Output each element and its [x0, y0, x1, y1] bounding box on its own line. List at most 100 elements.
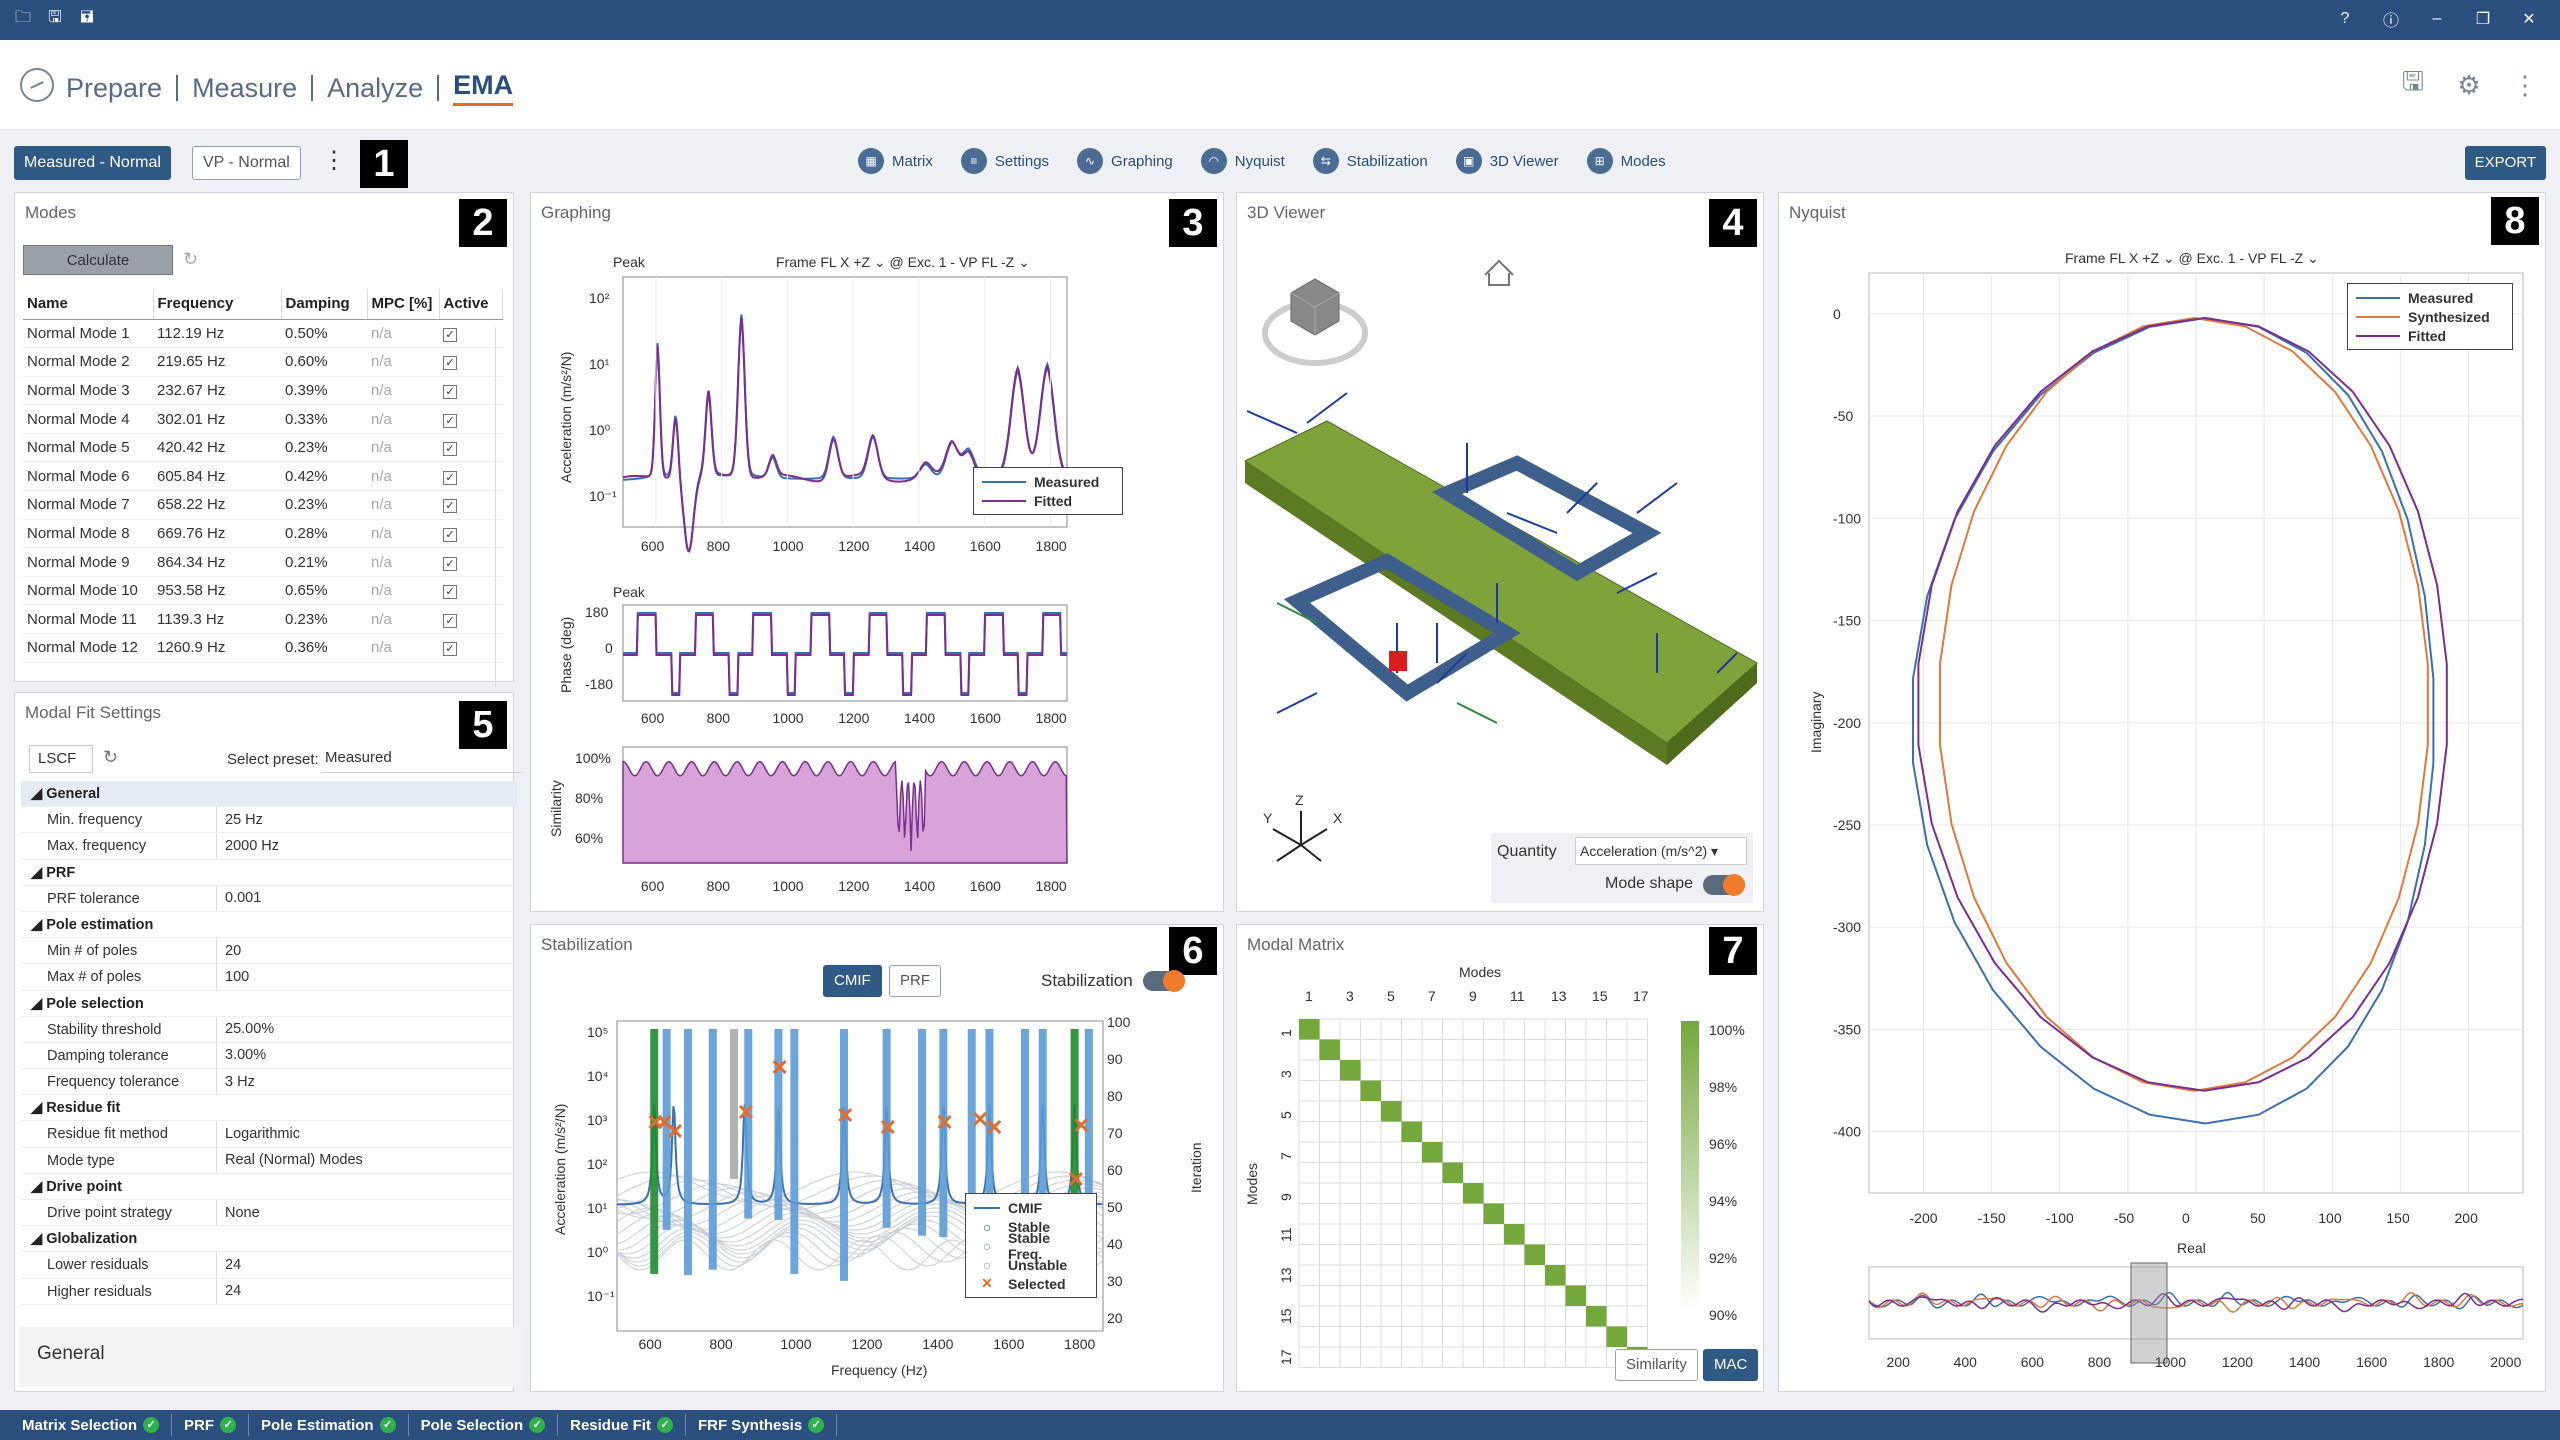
setting-value[interactable]: 24 — [217, 1283, 241, 1299]
settings-row[interactable]: Mode type Real (Normal) Modes — [21, 1148, 517, 1174]
mac-button[interactable]: MAC — [1703, 1349, 1758, 1381]
selected-pole-marker[interactable]: ✕ — [737, 1100, 755, 1125]
mac-cell[interactable] — [1586, 1306, 1607, 1327]
active-checkbox[interactable]: ✓ — [443, 585, 457, 599]
selected-pole-marker[interactable]: ✕ — [770, 1055, 788, 1080]
active-checkbox[interactable]: ✓ — [443, 557, 457, 571]
setting-value[interactable]: 25.00% — [217, 1021, 274, 1037]
save-as-icon[interactable]: 🖬 — [76, 8, 98, 30]
quantity-select[interactable]: Acceleration (m/s^2) ▾ — [1575, 837, 1747, 865]
settings-group[interactable]: ◢ Drive point — [21, 1174, 517, 1200]
3d-viewport[interactable]: Z Y X — [1237, 193, 1765, 913]
selected-pole-marker[interactable]: ✕ — [666, 1119, 684, 1144]
settings-group[interactable]: ◢ PRF — [21, 860, 517, 886]
table-row[interactable]: Normal Mode 2 219.65 Hz 0.60% n/a ✓ — [23, 348, 503, 377]
toolbar-3d-viewer[interactable]: ▣ 3D Viewer — [1456, 148, 1559, 174]
table-row[interactable]: Normal Mode 8 669.76 Hz 0.28% n/a ✓ — [23, 519, 503, 548]
settings-group[interactable]: ◢ Residue fit — [21, 1095, 517, 1121]
active-checkbox[interactable]: ✓ — [443, 614, 457, 628]
mac-cell[interactable] — [1607, 1327, 1628, 1348]
toolbar-settings[interactable]: ≡ Settings — [961, 148, 1049, 174]
setting-value[interactable]: None — [217, 1205, 260, 1221]
setting-value[interactable]: 0.001 — [217, 890, 261, 906]
home-icon[interactable] — [1485, 261, 1513, 285]
minimize-icon[interactable]: – — [2426, 8, 2448, 30]
table-row[interactable]: Normal Mode 11 1139.3 Hz 0.23% n/a ✓ — [23, 605, 503, 634]
fit-method-select[interactable]: LSCF ⌄ — [29, 745, 93, 773]
graphing-chart[interactable]: Peak Frame FL X +Z ⌄ @ Exc. 1 - VP FL -Z… — [531, 193, 1225, 913]
settings-row[interactable]: Frequency tolerance 3 Hz — [21, 1069, 517, 1095]
active-checkbox[interactable]: ✓ — [443, 442, 457, 456]
col-name[interactable]: Name — [23, 289, 153, 319]
setting-value[interactable]: 3.00% — [217, 1047, 266, 1063]
active-checkbox[interactable]: ✓ — [443, 471, 457, 485]
col-damping[interactable]: Damping — [281, 289, 367, 319]
mac-cell[interactable] — [1361, 1081, 1382, 1102]
active-checkbox[interactable]: ✓ — [443, 385, 457, 399]
settings-group[interactable]: ◢ Pole estimation — [21, 912, 517, 938]
table-row[interactable]: Normal Mode 6 605.84 Hz 0.42% n/a ✓ — [23, 462, 503, 491]
restore-icon[interactable]: ❐ — [2472, 8, 2494, 30]
mode-shape-toggle[interactable] — [1703, 875, 1745, 895]
mac-cell[interactable] — [1545, 1265, 1566, 1286]
nyquist-selector[interactable]: Frame FL X +Z ⌄ @ Exc. 1 - VP FL -Z ⌄ — [2065, 250, 2319, 266]
settings-row[interactable]: Lower residuals 24 — [21, 1252, 517, 1278]
status-step[interactable]: Matrix Selection ✓ — [10, 1414, 172, 1436]
mac-cell[interactable] — [1402, 1122, 1423, 1143]
mac-cell[interactable] — [1566, 1286, 1587, 1307]
vp-normal-button[interactable]: VP - Normal — [192, 146, 301, 180]
close-icon[interactable]: ✕ — [2518, 8, 2540, 30]
table-row[interactable]: Normal Mode 10 953.58 Hz 0.65% n/a ✓ — [23, 576, 503, 605]
stabilization-chart[interactable]: ✕✕✕✕✕✕ ✕ ✕ ✕✕✕✕ Frequency (Hz) Acceleration… — [531, 925, 1225, 1393]
settings-row[interactable]: Drive point strategy None — [21, 1200, 517, 1226]
mac-cell[interactable] — [1320, 1040, 1341, 1061]
toolbar-stabilization[interactable]: ⇆ Stabilization — [1313, 148, 1428, 174]
setting-value[interactable]: 2000 Hz — [217, 838, 279, 854]
table-row[interactable]: Normal Mode 12 1260.9 Hz 0.36% n/a ✓ — [23, 634, 503, 663]
settings-row[interactable]: Residue fit method Logarithmic — [21, 1121, 517, 1147]
setting-value[interactable]: Logarithmic — [217, 1126, 300, 1142]
active-checkbox[interactable]: ✓ — [443, 528, 457, 542]
selected-pole-marker[interactable]: ✕ — [879, 1115, 897, 1140]
mac-cell[interactable] — [1381, 1101, 1402, 1122]
toolbar-nyquist[interactable]: ◠ Nyquist — [1201, 148, 1285, 174]
col-active[interactable]: Active — [439, 289, 503, 319]
active-checkbox[interactable]: ✓ — [443, 356, 457, 370]
setting-value[interactable]: Real (Normal) Modes — [217, 1152, 363, 1168]
col-mpc[interactable]: MPC [%] — [367, 289, 439, 319]
mac-cell[interactable] — [1443, 1163, 1464, 1184]
table-row[interactable]: Normal Mode 5 420.42 Hz 0.23% n/a ✓ — [23, 433, 503, 462]
mac-cell[interactable] — [1484, 1204, 1505, 1225]
gear-icon[interactable]: ⚙ — [2454, 70, 2484, 100]
settings-row[interactable]: PRF tolerance 0.001 — [21, 886, 517, 912]
settings-row[interactable]: Damping tolerance 3.00% — [21, 1043, 517, 1069]
mac-cell[interactable] — [1299, 1019, 1320, 1040]
setting-value[interactable]: 100 — [217, 969, 249, 985]
nyquist-chart[interactable]: Frame FL X +Z ⌄ @ Exc. 1 - VP FL -Z ⌄ Re… — [1779, 193, 2547, 1393]
nav-tab-analyze[interactable]: Analyze — [327, 73, 423, 104]
modes-scrollbar[interactable] — [495, 327, 509, 687]
status-step[interactable]: PRF ✓ — [172, 1414, 249, 1436]
info-icon[interactable]: ⓘ — [2380, 8, 2402, 30]
mac-cell[interactable] — [1340, 1060, 1361, 1081]
toolbar-matrix[interactable]: ▦ Matrix — [858, 148, 933, 174]
active-checkbox[interactable]: ✓ — [443, 642, 457, 656]
toolbar-modes[interactable]: ⊞ Modes — [1587, 148, 1666, 174]
active-checkbox[interactable]: ✓ — [443, 328, 457, 342]
measured-normal-button[interactable]: Measured - Normal — [14, 146, 171, 180]
calculate-button[interactable]: Calculate — [23, 245, 173, 275]
status-step[interactable]: FRF Synthesis ✓ — [686, 1414, 837, 1436]
save-icon[interactable]: 🖫 — [44, 8, 66, 30]
table-row[interactable]: Normal Mode 4 302.01 Hz 0.33% n/a ✓ — [23, 405, 503, 434]
preset-select[interactable]: Measured — [321, 745, 521, 773]
mac-matrix-chart[interactable]: Modes Modes 1 3 5 7 9 11 13 15 171357911131517 1… — [1237, 925, 1765, 1393]
view-cube-icon[interactable] — [1265, 279, 1365, 363]
overview-range-selector[interactable] — [2131, 1263, 2167, 1363]
open-folder-icon[interactable]: 🗀 — [12, 8, 34, 30]
settings-row[interactable]: Max. frequency 2000 Hz — [21, 833, 517, 859]
selected-pole-marker[interactable]: ✕ — [836, 1103, 854, 1128]
settings-row[interactable]: Stability threshold 25.00% — [21, 1017, 517, 1043]
selected-pole-marker[interactable]: ✕ — [935, 1110, 953, 1135]
status-step[interactable]: Pole Selection ✓ — [409, 1414, 559, 1436]
similarity-button[interactable]: Similarity — [1615, 1349, 1698, 1381]
